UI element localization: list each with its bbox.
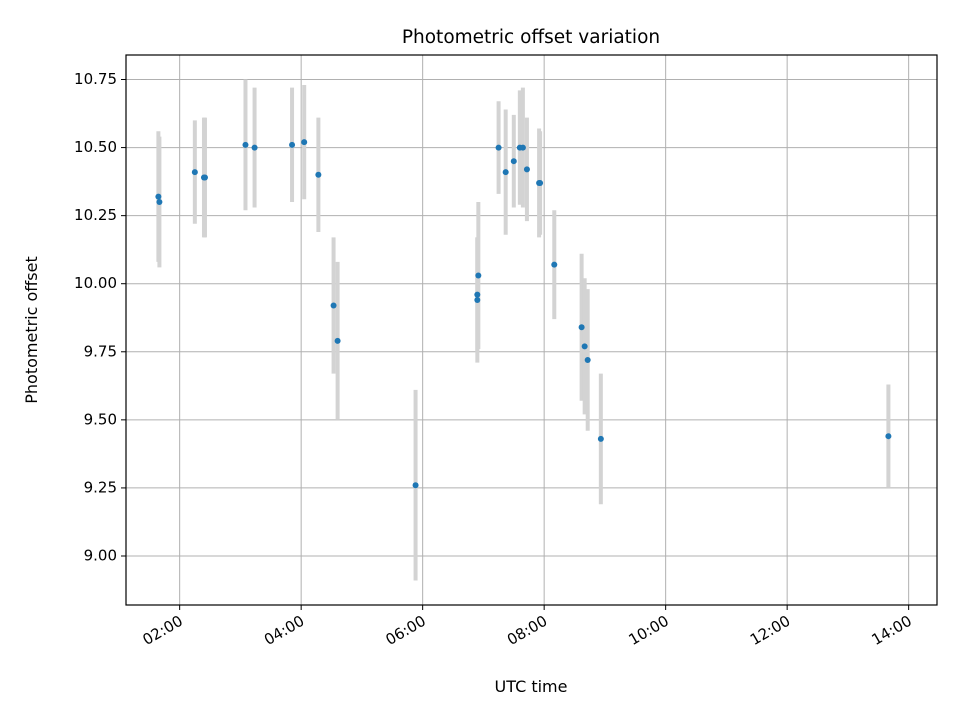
data-point bbox=[334, 337, 341, 344]
y-axis-ticks: 9.00 9.25 9.50 9.75 10.00 10.25 10.50 10.75 bbox=[74, 70, 126, 564]
y-tick-label: 10.00 bbox=[74, 274, 117, 292]
data-point bbox=[584, 356, 591, 363]
data-point bbox=[581, 343, 588, 350]
data-point bbox=[315, 171, 322, 178]
data-point bbox=[156, 199, 163, 206]
data-point bbox=[201, 174, 208, 181]
y-tick-label: 9.75 bbox=[84, 342, 117, 360]
chart-title: Photometric offset variation bbox=[402, 27, 660, 48]
plot-area-frame bbox=[125, 54, 938, 606]
data-point bbox=[885, 433, 892, 440]
data-point bbox=[474, 297, 481, 304]
data-point bbox=[475, 272, 482, 279]
data-point bbox=[597, 435, 604, 442]
data-point bbox=[474, 291, 481, 298]
data-point bbox=[510, 158, 517, 165]
data-point bbox=[502, 169, 509, 176]
data-point bbox=[578, 324, 585, 331]
data-point bbox=[251, 144, 258, 151]
data-points bbox=[155, 139, 892, 489]
data-point bbox=[155, 193, 162, 200]
y-tick-label: 10.25 bbox=[74, 206, 117, 224]
y-tick-label: 10.50 bbox=[74, 138, 117, 156]
data-point bbox=[191, 169, 198, 176]
y-tick-label: 9.25 bbox=[84, 478, 117, 496]
data-point bbox=[289, 141, 296, 148]
data-point bbox=[330, 302, 337, 309]
y-tick-label: 10.75 bbox=[74, 70, 117, 88]
data-point bbox=[537, 179, 544, 186]
data-point bbox=[523, 166, 530, 173]
data-point bbox=[495, 144, 502, 151]
y-axis-label: Photometric offset bbox=[22, 256, 41, 404]
y-tick-label: 9.00 bbox=[84, 546, 117, 564]
data-point bbox=[301, 139, 308, 146]
data-point bbox=[242, 141, 249, 148]
grid bbox=[126, 55, 937, 605]
x-axis-label: UTC time bbox=[495, 677, 568, 696]
data-point bbox=[519, 144, 526, 151]
data-point bbox=[412, 482, 419, 489]
y-tick-label: 9.50 bbox=[84, 410, 117, 428]
data-point bbox=[551, 261, 558, 268]
